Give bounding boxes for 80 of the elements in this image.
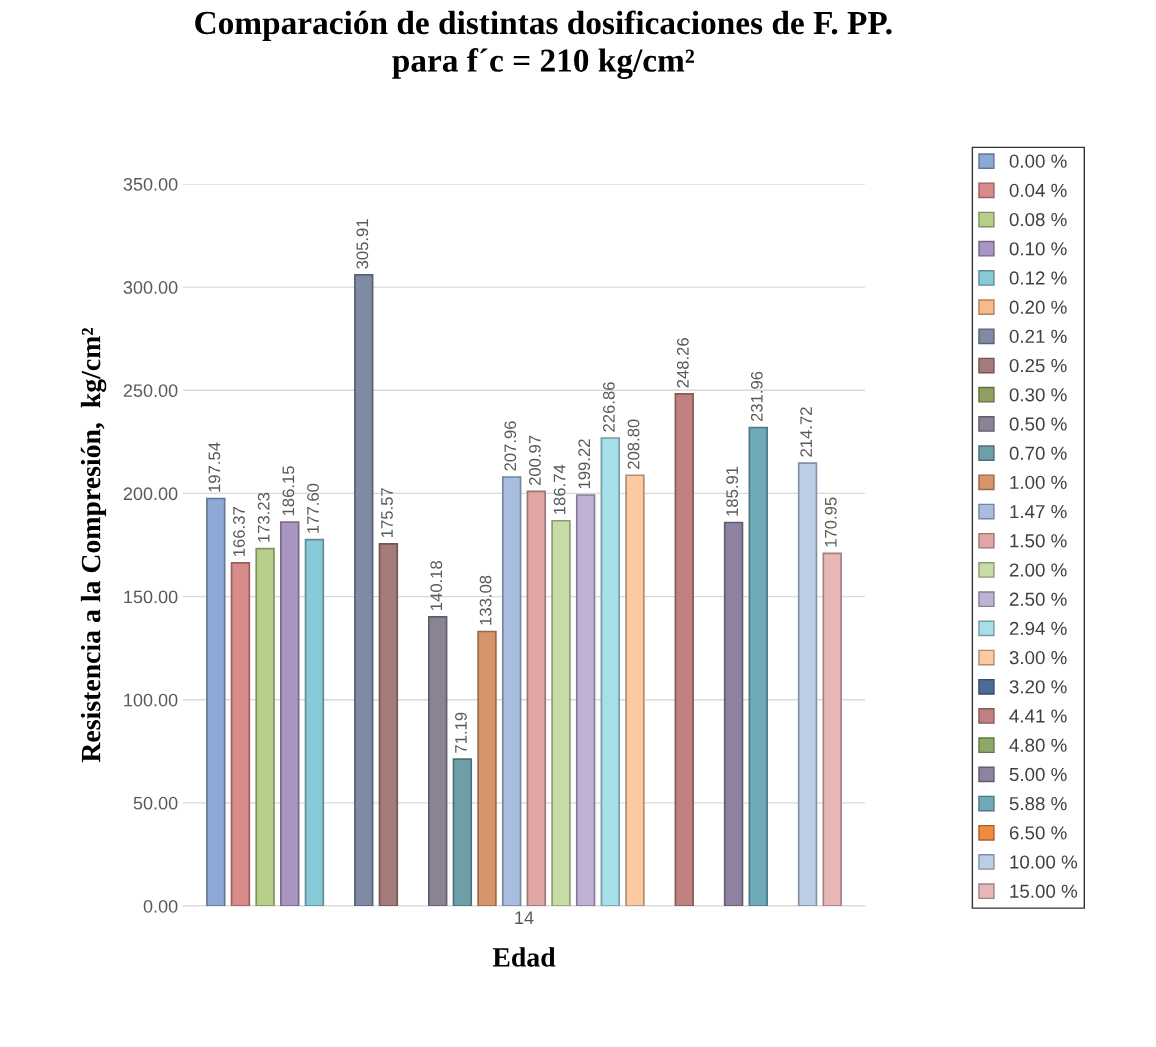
x-axis-title: Edad [492, 947, 556, 967]
bar [255, 547, 275, 906]
legend-label: 3.00 % [1009, 650, 1067, 665]
bar [526, 490, 547, 906]
chart-title: Comparación de distintas dosificaciones de F. PP. para f´c = 210 kg/cm² [195, 10, 892, 79]
legend-label: 0.04 % [1009, 183, 1067, 198]
y-tick-label: 150.00 [124, 590, 178, 604]
legend-label: 4.80 % [1009, 738, 1067, 752]
data-label: 305.91 [356, 219, 369, 269]
data-label: 177.60 [307, 483, 319, 533]
y-tick-label: 0.00 [143, 899, 178, 913]
bar [452, 758, 473, 906]
bar [723, 521, 744, 906]
data-label: 71.19 [455, 712, 467, 753]
legend-label: 0.25 % [1009, 358, 1067, 373]
legend-label: 5.88 % [1009, 797, 1067, 811]
bar [477, 630, 497, 906]
data-label: 208.80 [627, 419, 640, 469]
data-label: 173.23 [257, 492, 270, 542]
legend-label: 4.41 % [1009, 709, 1067, 723]
data-label: 199.22 [578, 439, 591, 489]
legend-label: 0.10 % [1009, 242, 1067, 256]
bar [427, 615, 448, 906]
legend-label: 1.47 % [1010, 505, 1067, 519]
y-tick-label: 250.00 [123, 384, 178, 398]
legend-label: 3.20 % [1009, 680, 1067, 694]
data-label: 175.57 [381, 488, 393, 537]
legend-label: 2.94 % [1009, 621, 1067, 636]
data-label: 231.96 [750, 371, 763, 422]
bar [354, 274, 374, 906]
data-label: 248.26 [676, 338, 689, 388]
bar [230, 561, 251, 906]
legend-label: 1.50 % [1010, 534, 1067, 548]
bar [797, 462, 818, 906]
data-label: 197.54 [208, 442, 221, 492]
legend-label: 6.50 % [1009, 826, 1067, 840]
data-label: 207.96 [504, 421, 517, 471]
legend-label: 0.20 % [1009, 300, 1067, 314]
data-label: 226.86 [602, 382, 615, 432]
y-tick-label: 50.00 [133, 796, 178, 810]
y-tick-label: 200.00 [123, 487, 178, 501]
bar [600, 437, 621, 906]
legend-label: 0.08 % [1009, 212, 1067, 227]
bar [304, 538, 325, 906]
legend-label: 0.21 % [1009, 329, 1067, 344]
y-tick-label: 100.00 [124, 693, 178, 707]
legend-label: 0.70 % [1009, 446, 1067, 460]
data-label: 166.37 [233, 507, 245, 556]
bar [280, 521, 300, 906]
y-tick-label: 300.00 [123, 281, 178, 294]
legend-label: 2.00 % [1009, 563, 1067, 577]
bar [822, 552, 842, 906]
bar [551, 519, 571, 906]
bar [575, 494, 596, 906]
bar [625, 474, 645, 906]
legend-label: 0.50 % [1009, 417, 1067, 431]
legend-label: 5.00 % [1009, 767, 1067, 782]
y-tick-label: 350.00 [123, 177, 178, 191]
x-tick-label: 14 [515, 911, 534, 924]
data-label: 214.72 [800, 407, 812, 457]
bar [206, 497, 226, 906]
legend-label: 10.00 % [1010, 855, 1078, 869]
bar [748, 426, 768, 906]
bar [674, 393, 694, 906]
legend-label: 1.00 % [1010, 475, 1067, 490]
legend-label: 2.50 % [1009, 592, 1067, 606]
bar [501, 476, 522, 906]
bar [378, 542, 399, 906]
legend-label: 0.30 % [1009, 388, 1067, 402]
data-label: 200.97 [529, 435, 541, 486]
data-label: 133.08 [479, 575, 492, 625]
legend-label: 0.00 % [1009, 154, 1067, 168]
data-label: 185.91 [726, 466, 739, 516]
y-axis-title: Resistencia a la Compresión, kg/cm² [80, 328, 107, 763]
legend-label: 15.00 % [1010, 884, 1078, 898]
legend-label: 0.12 % [1009, 271, 1067, 285]
data-label: 170.95 [824, 497, 837, 547]
data-label: 140.18 [430, 561, 443, 610]
data-label: 186.15 [282, 466, 295, 516]
data-label: 186.74 [553, 464, 566, 514]
